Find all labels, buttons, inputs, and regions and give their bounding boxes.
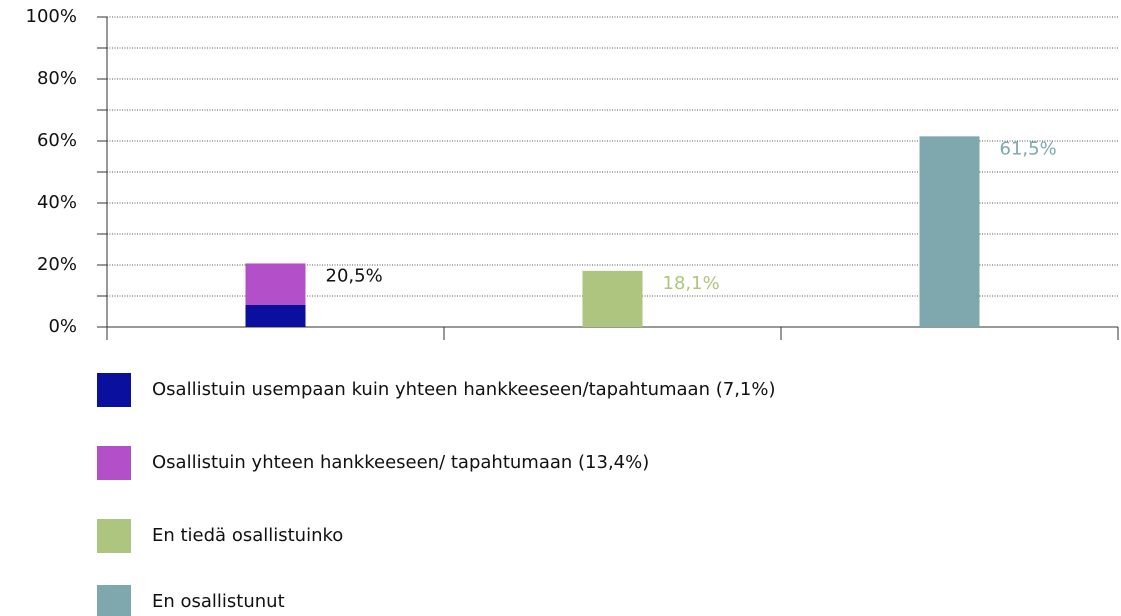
total-label: 18,1% — [663, 273, 720, 294]
legend-label: Osallistuin yhteen hankkeeseen/ tapahtum… — [152, 452, 649, 473]
bar-segment — [582, 270, 643, 327]
legend-label: Osallistuin usempaan kuin yhteen hankkee… — [152, 379, 776, 400]
legend-label: En tiedä osallistuinko — [152, 525, 343, 546]
y-tick-label: 0% — [48, 316, 77, 337]
bar-segment — [919, 136, 980, 327]
y-tick-label: 80% — [37, 68, 77, 89]
bar-segment — [245, 263, 306, 305]
legend-swatch — [97, 446, 131, 480]
legend-swatch — [97, 585, 131, 616]
total-label: 20,5% — [326, 265, 383, 286]
y-tick-label: 100% — [26, 6, 77, 27]
total-label: 61,5% — [1000, 138, 1057, 159]
legend-label: En osallistunut — [152, 591, 285, 612]
legend-swatch — [97, 373, 131, 407]
legend-swatch — [97, 519, 131, 553]
bar-segment — [245, 304, 306, 327]
y-tick-label: 20% — [37, 254, 77, 275]
y-tick-label: 40% — [37, 192, 77, 213]
y-tick-label: 60% — [37, 130, 77, 151]
